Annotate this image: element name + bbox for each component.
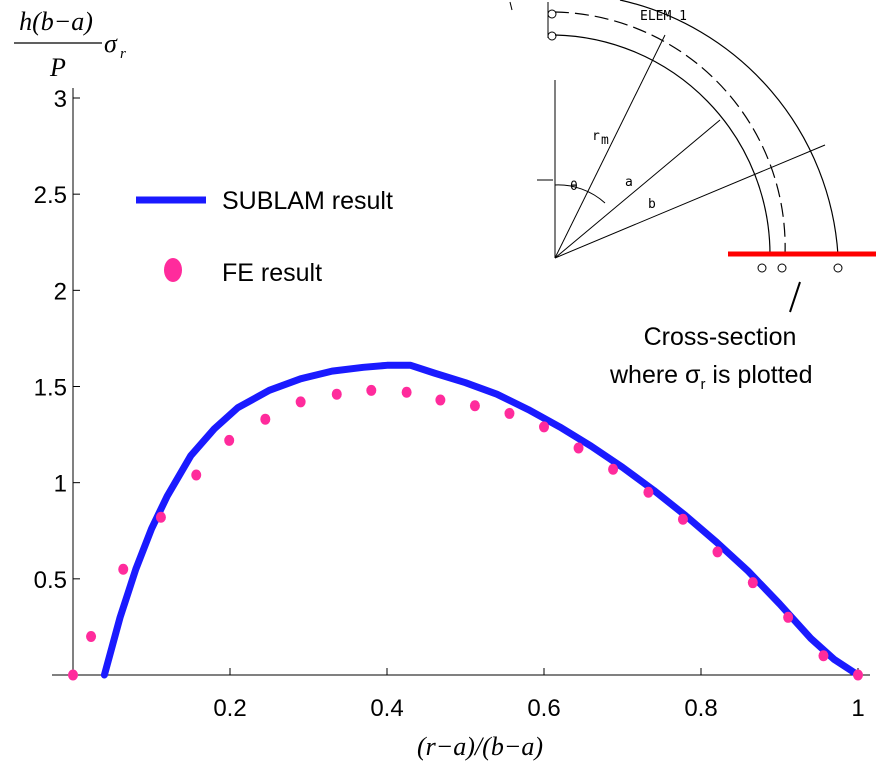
x-axis-label: (r−a)/(b−a) [417,732,543,761]
fe-marker-21 [783,611,794,623]
fe-marker-16 [608,463,619,475]
fe-marker-7 [295,396,306,408]
inset-radius-b [554,144,826,259]
fe-marker-17 [643,486,654,498]
y-tick-label-4: 2.5 [34,182,67,209]
inset-label-r-subscript: m [601,133,609,148]
fe-marker-20 [747,577,758,589]
fe-marker-6 [260,413,271,425]
y-label-denominator: P [49,53,66,82]
fe-marker-3 [155,511,166,523]
fe-marker-12 [469,400,480,412]
fe-marker-8 [331,388,342,400]
inset-top-stub [509,1,513,11]
inset-arc-outer [619,0,839,256]
fe-marker-11 [435,394,446,406]
legend-dot-swatch [164,258,182,282]
y-label-subscript: r [120,46,126,62]
fe-marker-13 [504,407,515,419]
fe-marker-22 [818,650,829,662]
annotation-subscript: r [700,376,705,393]
y-tick-label-1: 1 [54,471,67,498]
y-label-numerator: h(b−a) [19,7,93,36]
fe-marker-4 [191,469,202,481]
fe-marker-18 [677,513,688,525]
inset-support-3 [833,263,843,273]
inset-node-1 [547,9,557,19]
fe-marker-23 [853,669,863,681]
annotation-suffix: is plotted [705,361,812,389]
legend-label-fe: FE result [222,259,322,287]
annotation-line-2: where σr is plotted [609,361,813,393]
inset-elem-label: ELEM 1 [640,9,687,24]
fe-marker-14 [539,421,549,433]
x-tick-label-3: 0.8 [684,695,717,722]
y-tick-label-2: 1.5 [34,375,67,402]
legend-label-sublam: SUBLAM result [222,187,393,215]
inset-label-b: b [648,197,656,212]
inset-label-a: a [625,175,633,190]
fe-marker-1 [86,631,97,643]
inset-radius-rm [554,34,666,259]
x-tick-label-0: 0.2 [213,695,246,722]
y-label-symbol: σ [104,29,118,58]
y-tick-label-5: 3 [54,86,67,113]
x-tick-label-4: 1 [851,695,864,722]
fe-marker-10 [401,386,412,398]
x-tick-label-2: 0.6 [527,695,560,722]
inset-label-r: r [592,129,600,144]
inset-arc-inner [554,34,771,256]
y-tick-label-0: 0.5 [34,567,67,594]
inset-arc-mid [554,11,786,256]
annotation-line-1: Cross-section [644,323,797,351]
fe-marker-2 [118,563,129,575]
inset-geometry-diagram [509,0,876,313]
inset-radius-a [554,119,721,259]
inset-node-2 [547,31,557,41]
annotation-leader [789,281,801,313]
fe-marker-0 [68,669,78,681]
inset-theta-arc [554,184,606,204]
annotation-symbol: σ [685,361,701,389]
fe-marker-9 [366,384,377,396]
annotation-prefix: where [609,361,685,389]
sublam-line [100,361,862,679]
fe-marker-15 [573,442,584,454]
y-tick-label-3: 2 [54,278,67,305]
fe-marker-19 [712,546,723,558]
inset-support-1 [757,263,767,273]
y-axis-label: h(b−a) P σ r [14,7,126,82]
fe-marker-5 [224,434,235,446]
x-tick-label-1: 0.4 [370,695,403,722]
inset-support-2 [777,263,787,273]
legend: SUBLAM result FE result [136,187,393,287]
inset-label-theta: θ [570,179,578,194]
